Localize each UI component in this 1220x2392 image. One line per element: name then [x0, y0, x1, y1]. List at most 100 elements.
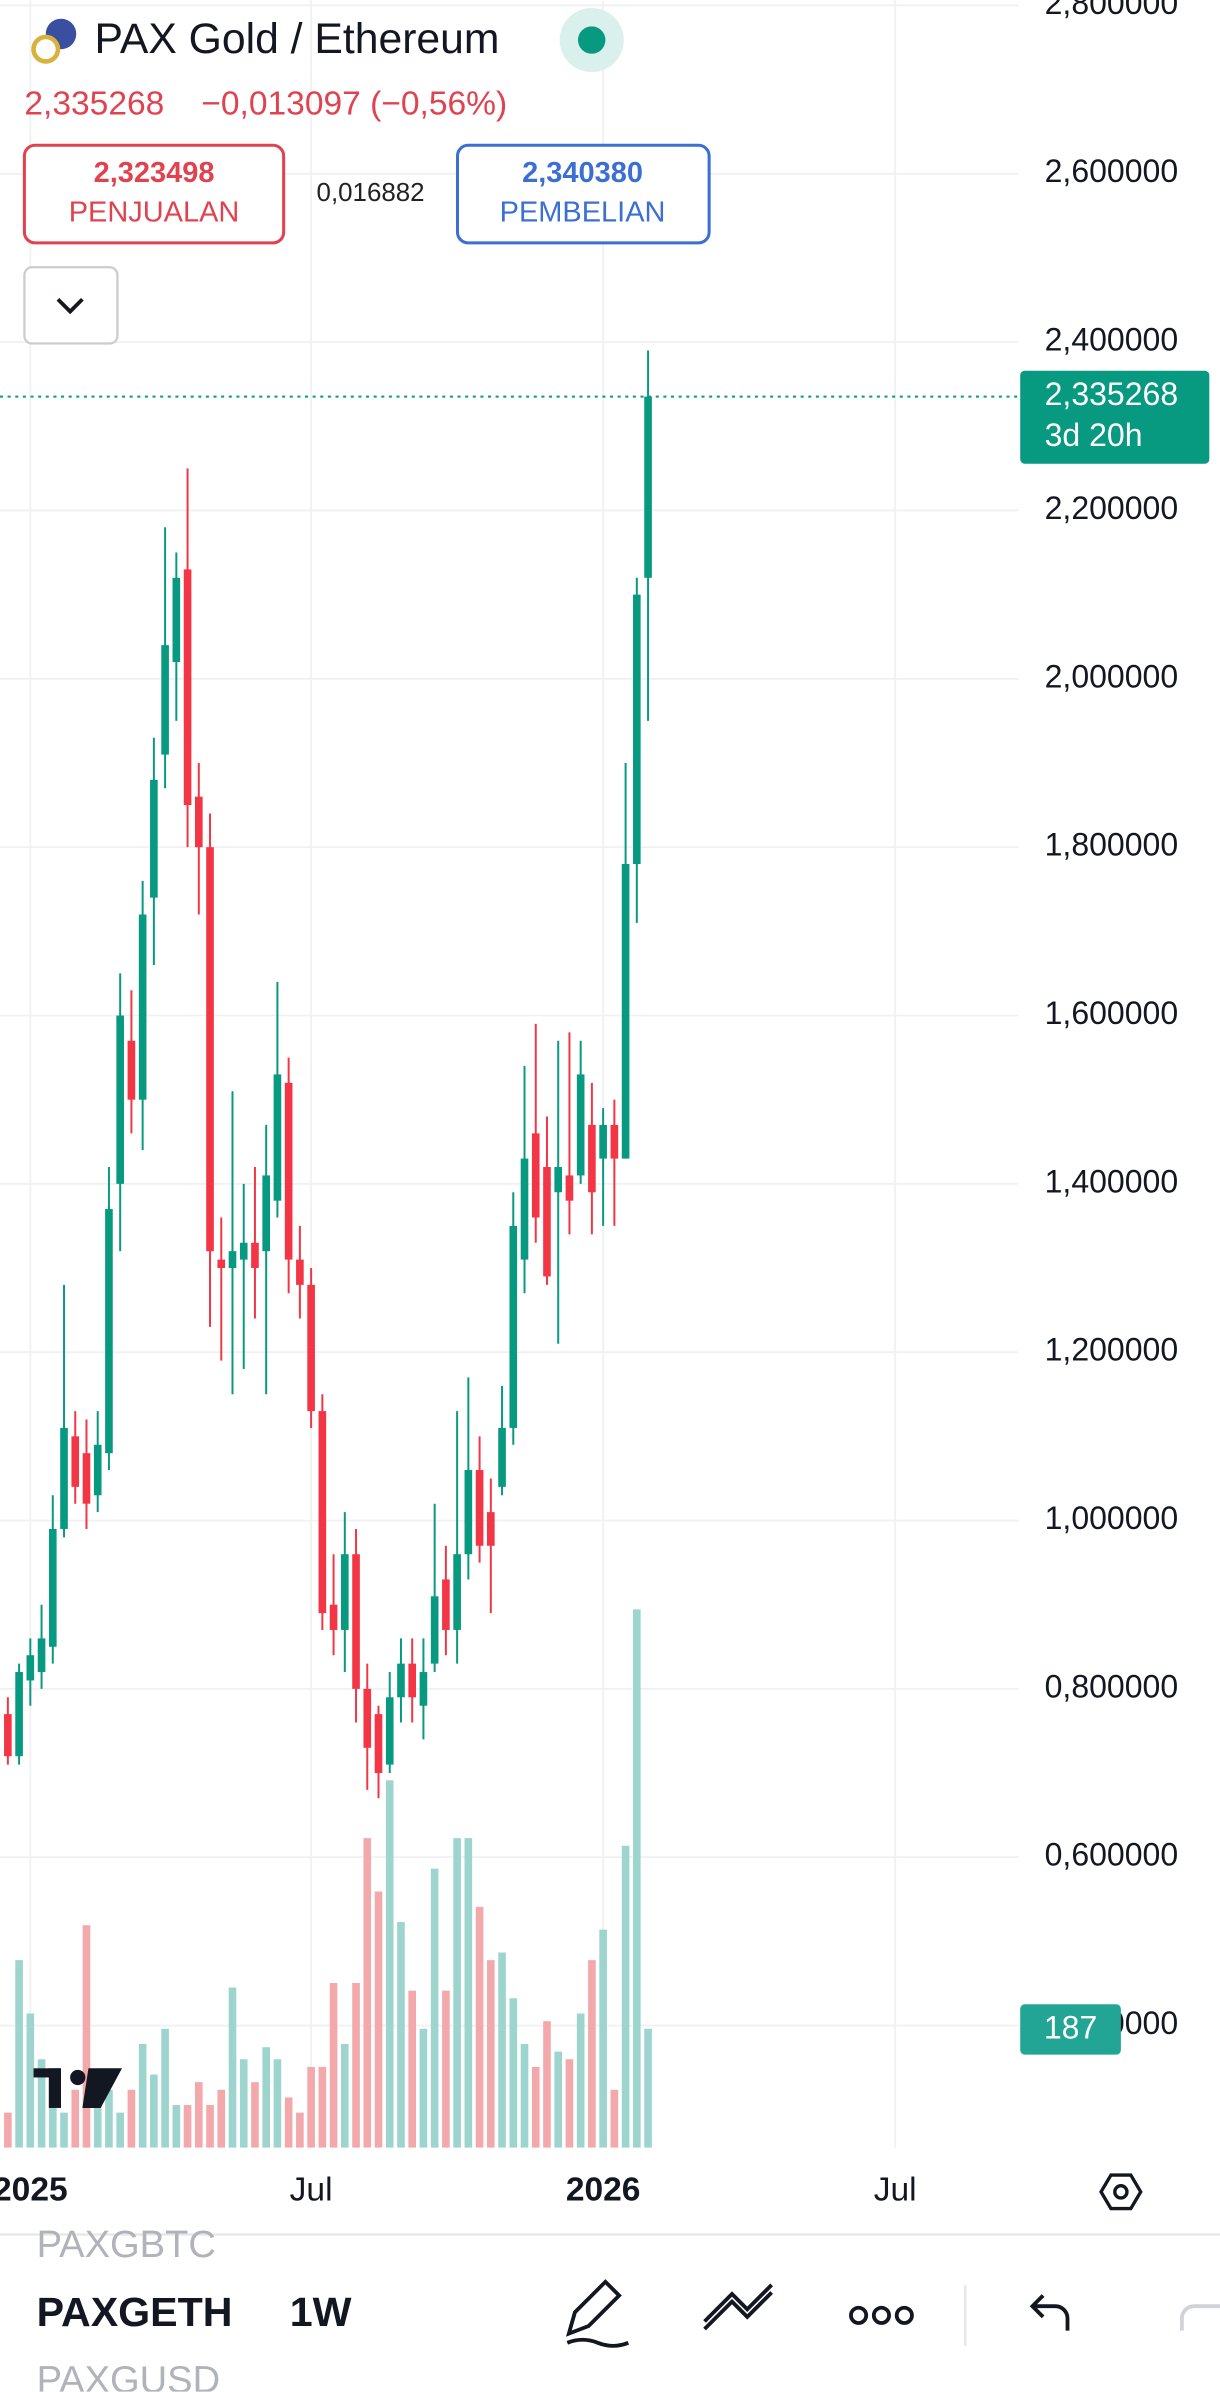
volume-bar: [374, 1891, 383, 2148]
volume-bar: [194, 2082, 203, 2148]
volume-bar: [206, 2105, 214, 2148]
volume-bar: [565, 2059, 574, 2148]
volume-bar: [498, 1952, 506, 2148]
symbol-title[interactable]: PAX Gold / Ethereum: [95, 15, 500, 63]
candle-body: [105, 1209, 113, 1454]
buy-label: PEMBELIAN: [500, 197, 666, 229]
candle-body: [442, 1579, 450, 1630]
volume-bar: [352, 1983, 360, 2148]
y-tick-label: 1,400000: [1045, 1163, 1179, 1199]
candle-body: [554, 1167, 563, 1193]
symbol-tab[interactable]: PAXGETH: [37, 2289, 233, 2335]
volume-bar: [26, 2013, 35, 2148]
volume-bar: [453, 1838, 461, 2148]
x-tick-label: Jul: [874, 2172, 917, 2209]
volume-bar: [430, 1868, 439, 2148]
y-tick-label: 2,200000: [1045, 490, 1179, 526]
candle-body: [296, 1259, 304, 1285]
sell-label: PENJUALAN: [69, 197, 240, 229]
candle-body: [4, 1714, 12, 1757]
undo-icon[interactable]: [1029, 2294, 1070, 2331]
volume-pane: [4, 1609, 652, 2148]
volume-bar: [37, 2059, 46, 2148]
volume-bar: [127, 2089, 136, 2148]
candle-body: [318, 1411, 327, 1614]
candle-body: [352, 1554, 360, 1689]
volume-bar: [48, 2074, 57, 2148]
y-tick-label: 0,600000: [1045, 1837, 1179, 1873]
trendline-icon[interactable]: [703, 2283, 773, 2331]
candle-body: [374, 1714, 383, 1774]
candle-body: [633, 594, 641, 864]
candle-body: [363, 1688, 372, 1748]
volume-bar: [543, 2021, 551, 2148]
candle-body: [307, 1284, 315, 1412]
spread: 0,016882: [317, 179, 425, 207]
volume-bar: [509, 1998, 518, 2148]
volume-bar: [408, 1990, 417, 2148]
candle-body: [26, 1655, 35, 1681]
interval[interactable]: 1W: [290, 2289, 352, 2335]
chevron-icon: [56, 297, 84, 315]
candle-body: [217, 1259, 226, 1269]
candle-body: [588, 1124, 596, 1193]
volume-bar: [138, 2044, 147, 2148]
volume-bar: [329, 1983, 338, 2148]
volume-bar: [307, 2066, 315, 2148]
volume-bar: [93, 2105, 102, 2148]
x-tick-label: Jul: [290, 2172, 333, 2209]
candle-body: [385, 1697, 394, 1765]
market-status-dot: [577, 26, 606, 54]
y-tick-label: 0,800000: [1045, 1668, 1179, 1704]
settings-icon-dot: [1113, 2184, 1129, 2200]
candle-body: [239, 1242, 248, 1260]
candle-body: [251, 1242, 259, 1269]
candle-body: [161, 645, 169, 755]
buy-price: 2,340380: [522, 157, 643, 189]
candle-body: [82, 1453, 91, 1504]
volume-bar: [576, 2013, 585, 2148]
buy-button[interactable]: [455, 143, 711, 245]
candle-body: [138, 914, 147, 1100]
volume-bar: [588, 1960, 596, 2148]
symbol-tab[interactable]: PAXGBTC: [37, 2223, 216, 2266]
volume-bar: [183, 2105, 192, 2148]
collapse-button[interactable]: [23, 266, 119, 345]
candle-body: [531, 1133, 540, 1218]
more-icon[interactable]: [849, 2305, 914, 2325]
volume-bar: [172, 2105, 181, 2148]
candle-body: [644, 396, 652, 578]
sell-button[interactable]: [22, 143, 286, 245]
volume-bar: [273, 2059, 282, 2148]
candle-body: [71, 1436, 80, 1487]
volume-bar: [318, 2066, 327, 2148]
volume-bar: [599, 1929, 607, 2148]
candle-body: [419, 1672, 428, 1706]
volume-bar: [633, 1609, 641, 2148]
volume-bar: [621, 1845, 630, 2148]
grid: [0, 0, 1019, 2148]
volume-bar: [228, 1987, 237, 2148]
draw-icon[interactable]: [565, 2279, 630, 2348]
bottom-toolbar: PAXGBTC PAXGETH PAXGUSD 1W: [0, 2223, 1220, 2392]
y-tick-label: 1,600000: [1045, 995, 1179, 1031]
volume-bar: [442, 1990, 450, 2148]
volume-bar: [105, 2089, 113, 2148]
volume-bar: [554, 2051, 563, 2148]
candle-body: [48, 1528, 57, 1647]
candle-body: [599, 1124, 607, 1159]
symbol-tab[interactable]: PAXGUSD: [37, 2359, 221, 2392]
redo-icon[interactable]: [1179, 2304, 1220, 2331]
volume-bar: [71, 2089, 80, 2148]
sell-price: 2,323498: [94, 157, 215, 189]
volume-bar: [116, 2112, 124, 2148]
candle-body: [576, 1074, 585, 1176]
candle-body: [206, 847, 214, 1252]
x-tick-label: 2026: [566, 2172, 641, 2209]
candle-body: [37, 1638, 46, 1673]
candle-body: [183, 569, 192, 806]
settings-icon[interactable]: [1099, 2173, 1143, 2211]
volume-bar: [262, 2047, 270, 2148]
